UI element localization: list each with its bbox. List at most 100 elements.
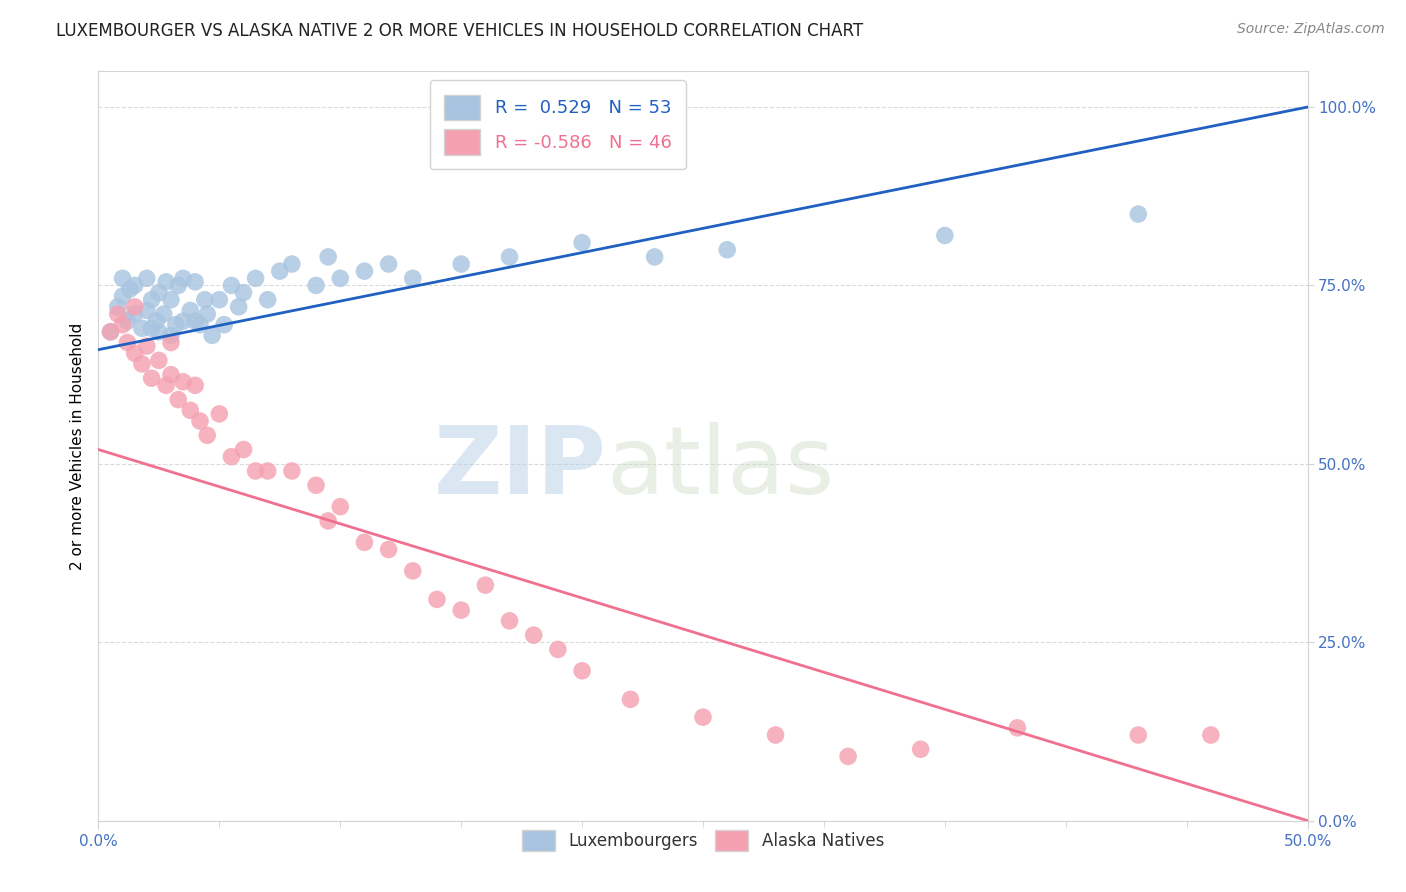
Point [837,749,859,764]
Y-axis label: 2 or more Vehicles in Household: 2 or more Vehicles in Household [69,322,84,570]
Point [195,307,218,321]
Point [910,742,932,756]
Point [474,578,496,592]
Point [1128,728,1150,742]
Point [188,318,211,332]
Point [571,235,593,250]
Point [155,275,177,289]
Point [160,328,183,343]
Point [117,335,139,350]
Point [124,300,146,314]
Point [281,464,304,478]
Point [160,293,183,307]
Point [165,318,187,332]
Point [329,500,352,514]
Point [498,250,520,264]
Point [716,243,738,257]
Point [256,293,278,307]
Point [377,257,399,271]
Legend: Luxembourgers, Alaska Natives: Luxembourgers, Alaska Natives [516,823,890,857]
Point [353,264,375,278]
Point [498,614,520,628]
Point [167,392,190,407]
Point [644,250,666,264]
Point [141,293,163,307]
Point [221,450,243,464]
Point [100,325,122,339]
Point [195,428,218,442]
Point [305,278,328,293]
Point [571,664,593,678]
Point [450,257,472,271]
Point [450,603,472,617]
Point [184,314,207,328]
Point [692,710,714,724]
Point [281,257,304,271]
Point [117,314,139,328]
Point [172,375,194,389]
Point [145,314,167,328]
Point [124,346,146,360]
Point [148,353,170,368]
Point [228,300,250,314]
Point [245,464,267,478]
Point [107,300,129,314]
Point [256,464,278,478]
Text: LUXEMBOURGER VS ALASKA NATIVE 2 OR MORE VEHICLES IN HOUSEHOLD CORRELATION CHART: LUXEMBOURGER VS ALASKA NATIVE 2 OR MORE … [56,22,863,40]
Point [184,275,207,289]
Point [148,285,170,300]
Point [316,514,339,528]
Point [179,403,201,417]
Point [245,271,267,285]
Point [1128,207,1150,221]
Point [402,271,425,285]
Point [184,378,207,392]
Point [107,307,129,321]
Point [160,368,183,382]
Point [232,442,254,457]
Point [221,278,243,293]
Point [208,293,231,307]
Text: Source: ZipAtlas.com: Source: ZipAtlas.com [1237,22,1385,37]
Point [201,328,224,343]
Point [100,325,122,339]
Point [141,371,163,385]
Text: atlas: atlas [606,423,835,515]
Point [155,378,177,392]
Point [172,271,194,285]
Point [160,335,183,350]
Point [426,592,449,607]
Point [179,303,201,318]
Point [523,628,546,642]
Point [934,228,956,243]
Point [135,271,157,285]
Point [765,728,787,742]
Point [118,282,141,296]
Point [172,314,194,328]
Point [188,414,211,428]
Point [377,542,399,557]
Point [131,321,153,335]
Point [402,564,425,578]
Point [353,535,375,549]
Point [111,289,134,303]
Point [194,293,217,307]
Point [131,357,153,371]
Point [111,318,134,332]
Point [1007,721,1029,735]
Point [547,642,569,657]
Text: ZIP: ZIP [433,423,606,515]
Point [316,250,339,264]
Point [232,285,254,300]
Point [269,264,291,278]
Point [208,407,231,421]
Point [212,318,235,332]
Point [167,278,190,293]
Point [148,325,170,339]
Point [619,692,641,706]
Point [124,278,146,293]
Point [329,271,352,285]
Point [135,303,157,318]
Point [152,307,174,321]
Point [141,321,163,335]
